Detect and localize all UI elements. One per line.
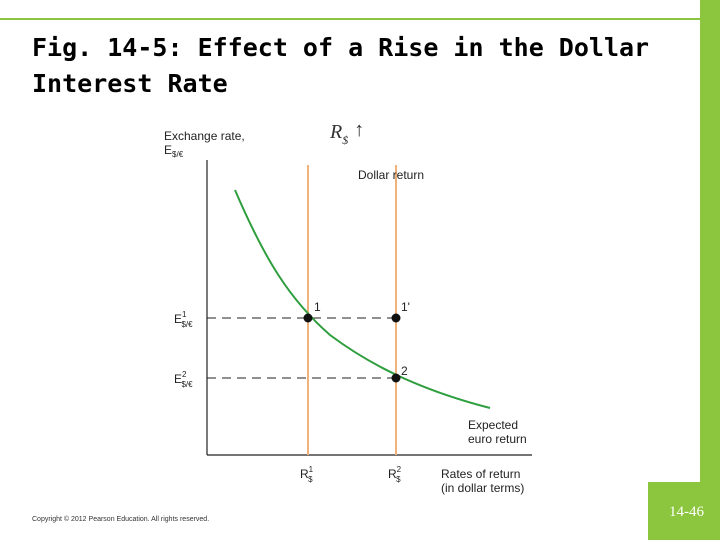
dollar-return-label: Dollar return (358, 168, 424, 182)
symbol: R (388, 467, 397, 481)
page-box (648, 482, 720, 540)
point-label: 2 (401, 364, 408, 378)
y-level-label: E2 $/€ (174, 370, 193, 389)
superscript: 1 (309, 465, 314, 474)
symbol: R (329, 121, 342, 143)
y-axis-symbol: E$/€ (164, 143, 184, 159)
y-level-label: E1 $/€ (174, 310, 193, 329)
point-label: 1' (401, 300, 410, 314)
subscript: $ (308, 475, 313, 484)
superscript: 2 (397, 465, 402, 474)
symbol: E (164, 143, 172, 157)
side-bar (700, 0, 720, 482)
point (391, 313, 401, 323)
subscript: $ (396, 475, 401, 484)
curve-label: euro return (468, 432, 527, 446)
subscript: $/€ (181, 380, 193, 389)
top-rule (0, 18, 700, 20)
symbol: E (174, 372, 182, 386)
point (391, 373, 401, 383)
symbol: R (300, 467, 309, 481)
subscript: $/€ (172, 150, 184, 159)
copyright: Copyright © 2012 Pearson Education. All … (32, 515, 209, 523)
title: Interest Rate (32, 69, 228, 98)
subscript: $ (342, 133, 348, 147)
point (303, 313, 313, 323)
point-label: 1 (314, 300, 321, 314)
euro-return-curve (234, 189, 491, 409)
x-level-label: R2 $ (388, 465, 402, 484)
superscript: 1 (182, 310, 187, 319)
y-axis-label: Exchange rate, (164, 129, 245, 143)
superscript: 2 (182, 370, 187, 379)
symbol: E (174, 312, 182, 326)
curve-label: Expected (468, 418, 518, 432)
title: Fig. 14-5: Effect of a Rise in the Dolla… (32, 33, 649, 62)
x-axis-label: Rates of return (441, 467, 520, 481)
subscript: $/€ (181, 320, 193, 329)
arrow: ↑ (354, 119, 364, 141)
x-axis-label: (in dollar terms) (441, 481, 524, 495)
x-level-label: R1 $ (300, 465, 314, 484)
page-number: 14-46 (669, 504, 704, 520)
shift-label: R$ ↑ (329, 119, 364, 147)
